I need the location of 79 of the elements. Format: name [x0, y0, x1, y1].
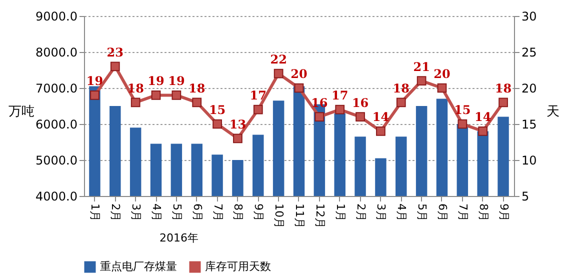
y-axis-title: 万吨 — [8, 104, 34, 120]
y2-tick-label: 5 — [522, 190, 530, 204]
data-label: 14 — [474, 110, 492, 124]
x-tick-label: 12月 — [313, 204, 326, 228]
data-label: 18 — [127, 81, 144, 96]
point — [253, 104, 263, 114]
x-tick-label: 11月 — [293, 204, 306, 228]
x-tick-label: 1月 — [334, 204, 347, 222]
data-label: 16 — [352, 96, 369, 110]
x-tick-label: 3月 — [130, 204, 143, 222]
point — [110, 62, 120, 72]
point — [151, 90, 161, 100]
x-tick-label: 2月 — [354, 204, 368, 222]
x-tick-label: 5月 — [170, 204, 184, 222]
data-label: 18 — [494, 81, 512, 96]
x-tick-label: 7月 — [211, 204, 224, 222]
point — [335, 104, 345, 114]
point — [192, 98, 202, 108]
y-tick-label: 6000.0 — [36, 118, 78, 132]
point — [498, 98, 508, 108]
x-tick-label: 8月 — [232, 204, 245, 222]
point — [478, 126, 488, 136]
y2-tick-label: 20 — [522, 82, 537, 96]
data-label: 18 — [188, 81, 206, 96]
data-label: 23 — [106, 45, 124, 60]
data-label: 15 — [208, 103, 226, 117]
x-tick-label: 8月 — [476, 204, 490, 222]
y2-tick-label: 10 — [522, 154, 537, 168]
point — [376, 126, 386, 136]
point — [274, 68, 284, 78]
legend-label: 重点电厂存煤量 — [100, 260, 177, 273]
legend-label: 库存可用天数 — [205, 260, 271, 273]
point — [396, 98, 406, 108]
x-tick-label: 9月 — [497, 204, 510, 222]
y-tick-label: 9000.0 — [36, 10, 78, 24]
y-tick-label: 7000.0 — [36, 82, 78, 96]
y2-axis-title: 天 — [546, 104, 560, 120]
data-label: 21 — [413, 60, 430, 74]
x-tick-label: 5月 — [416, 204, 429, 222]
y2-tick-label: 25 — [522, 46, 537, 60]
y-tick-label: 8000.0 — [36, 46, 78, 60]
x-tick-label: 1月 — [88, 204, 102, 222]
point — [314, 112, 324, 122]
point — [356, 112, 365, 122]
y2-tick-label: 15 — [522, 118, 537, 132]
x-tick-label: 6月 — [436, 204, 449, 222]
point — [90, 90, 100, 100]
x-tick-label: 9月 — [252, 204, 266, 222]
x-tick-label: 7月 — [456, 204, 470, 222]
point — [130, 98, 140, 108]
data-label: 15 — [454, 103, 471, 117]
x-tick-label: 10月 — [272, 204, 286, 228]
data-label: 19 — [86, 74, 104, 88]
data-label: 13 — [229, 117, 246, 132]
point — [416, 76, 426, 86]
point — [294, 83, 304, 93]
x-tick-label: 4月 — [150, 204, 164, 222]
data-label: 14 — [372, 110, 390, 124]
data-label: 18 — [392, 81, 410, 96]
data-label: 22 — [270, 52, 287, 67]
x-tick-label: 2月 — [109, 204, 122, 222]
x-axis-title: 2016年 — [160, 231, 198, 244]
data-label: 17 — [250, 88, 266, 103]
data-label: 19 — [168, 74, 185, 88]
point — [212, 119, 222, 129]
x-tick-label: 6月 — [190, 204, 204, 222]
data-label: 19 — [148, 74, 164, 88]
data-label: 17 — [332, 88, 348, 103]
data-label: 20 — [290, 67, 308, 81]
point — [233, 134, 242, 144]
point — [458, 119, 468, 129]
point — [437, 83, 447, 93]
x-tick-label: 3月 — [374, 204, 388, 222]
y-tick-label: 5000.0 — [36, 154, 78, 168]
y2-tick-label: 30 — [522, 10, 537, 24]
data-label: 20 — [434, 67, 450, 81]
y-tick-label: 4000.0 — [36, 190, 78, 204]
x-tick-label: 4月 — [395, 204, 408, 222]
point — [172, 90, 182, 100]
